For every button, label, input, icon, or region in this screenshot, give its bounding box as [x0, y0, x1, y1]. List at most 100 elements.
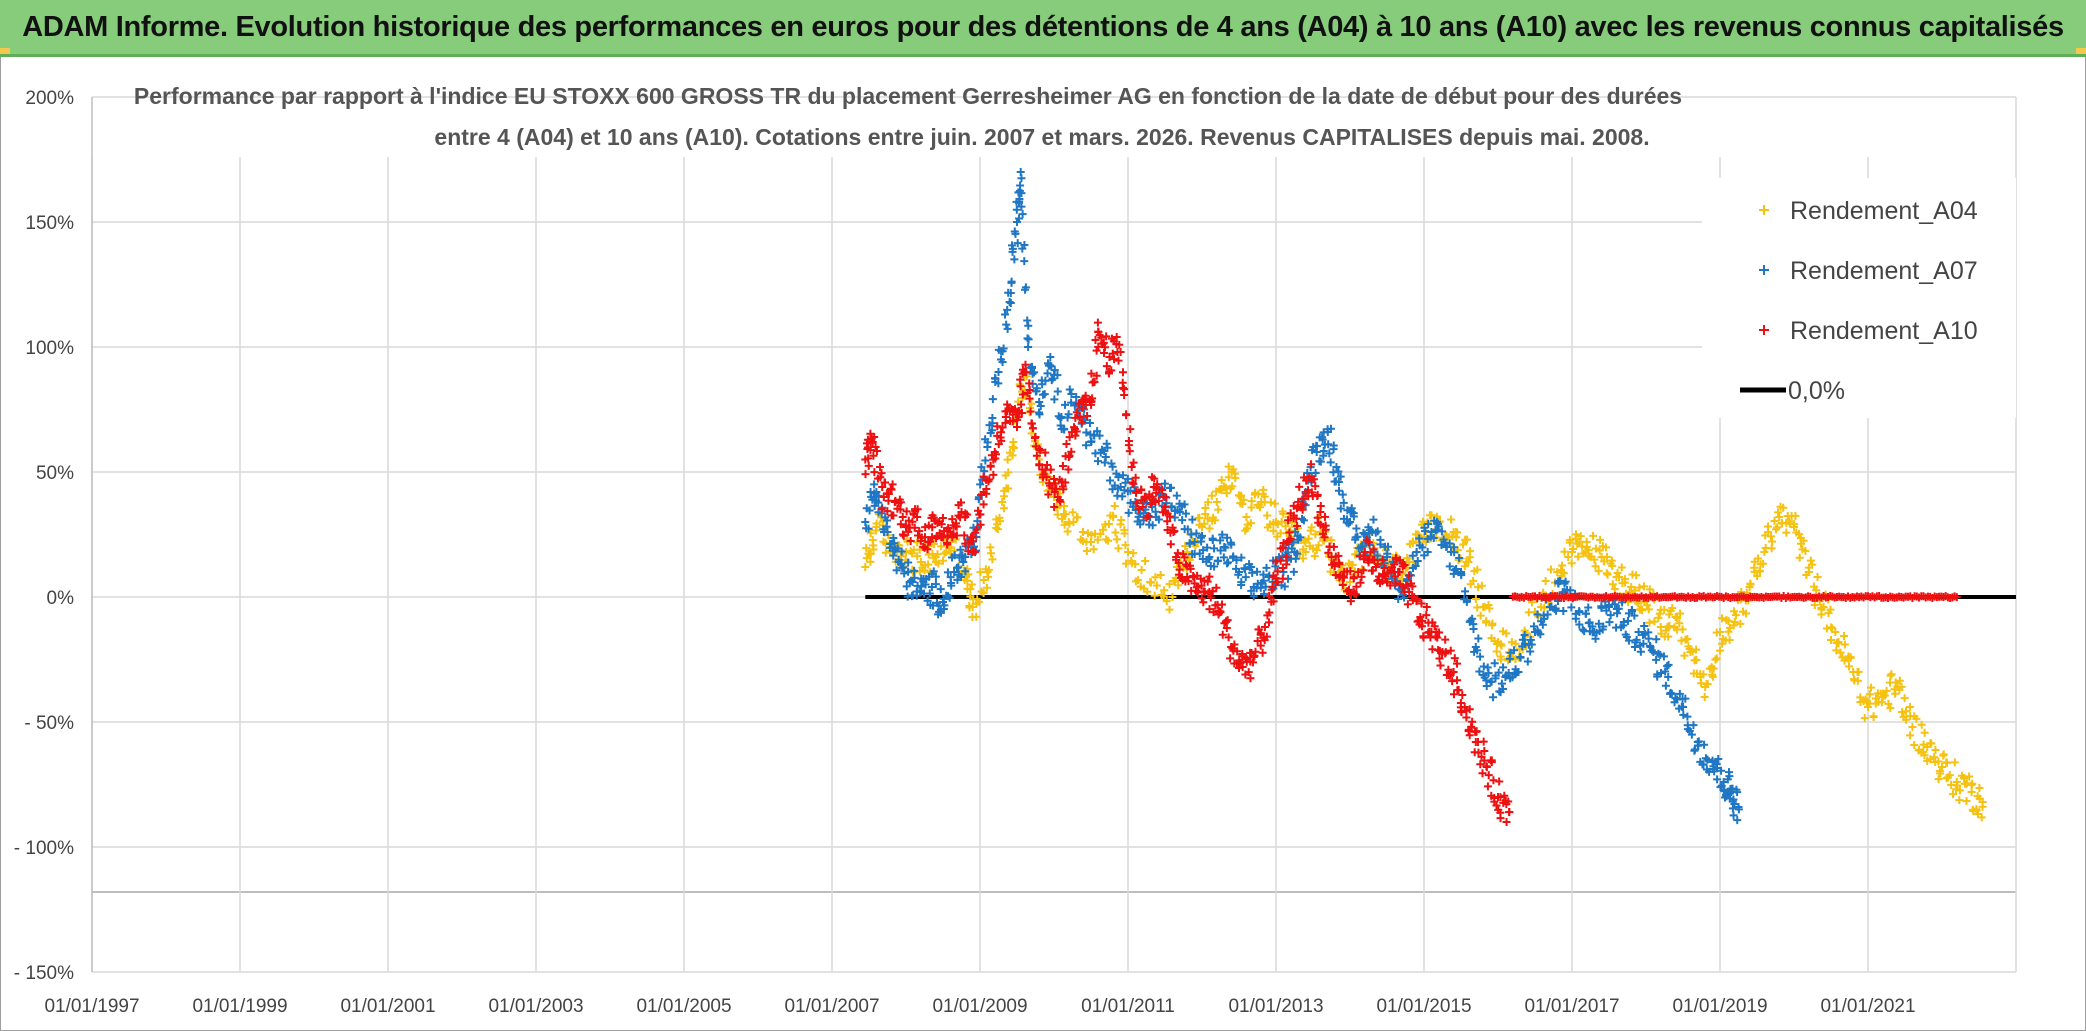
- point-a04: [1589, 531, 1598, 540]
- point-a10: [1454, 685, 1463, 694]
- point-a07: [1445, 539, 1454, 548]
- point-a04: [881, 548, 890, 557]
- point-a07: [1020, 257, 1029, 266]
- point-a04: [1114, 544, 1123, 553]
- point-a07: [988, 414, 997, 423]
- point-a10: [1416, 613, 1425, 621]
- point-a07: [1213, 557, 1222, 566]
- point-a07: [1072, 393, 1081, 401]
- point-a10: [1028, 424, 1037, 433]
- point-a10: [1062, 440, 1071, 449]
- point-a10: [1484, 771, 1493, 780]
- point-a07: [1324, 440, 1333, 449]
- point-a10: [1462, 713, 1471, 722]
- point-a10: [1320, 533, 1329, 542]
- point-a07: [1296, 533, 1305, 542]
- legend-label-zero: 0,0%: [1788, 377, 1845, 405]
- point-a04: [1644, 605, 1653, 614]
- point-a04: [937, 542, 946, 551]
- point-a10: [1250, 651, 1259, 660]
- point-a04: [1939, 750, 1948, 759]
- point-a07: [1630, 611, 1639, 620]
- point-a10: [1495, 777, 1504, 786]
- point-a04: [1484, 600, 1493, 609]
- point-a07: [1591, 634, 1600, 643]
- point-a10: [1364, 538, 1373, 547]
- point-a07: [1694, 737, 1703, 746]
- point-a10: [1349, 574, 1358, 583]
- point-a04: [1112, 535, 1121, 544]
- point-a10: [1122, 411, 1131, 420]
- point-a04: [1312, 546, 1321, 555]
- point-a07: [1043, 369, 1052, 378]
- point-a07: [889, 551, 898, 560]
- point-a07: [1344, 519, 1353, 528]
- point-a07: [1605, 603, 1613, 611]
- point-a10: [1487, 758, 1496, 767]
- point-a07: [1027, 363, 1036, 372]
- point-a04: [1237, 491, 1246, 500]
- point-a04: [1936, 769, 1945, 778]
- point-a04: [1673, 614, 1682, 623]
- point-a07: [1021, 283, 1030, 292]
- point-a07: [1017, 189, 1026, 198]
- point-a07: [1413, 557, 1422, 566]
- point-a10: [1269, 597, 1278, 606]
- point-a04: [1104, 536, 1113, 545]
- point-a04: [1699, 670, 1708, 679]
- point-a07: [1538, 620, 1547, 629]
- point-a04: [1952, 785, 1961, 794]
- point-a04: [1174, 581, 1183, 590]
- point-a10: [1313, 490, 1322, 499]
- x-tick-label: 01/01/1997: [44, 996, 139, 1017]
- point-a07: [1160, 479, 1169, 488]
- point-a07: [1010, 227, 1019, 236]
- point-a04: [1665, 621, 1674, 630]
- point-a10: [1435, 628, 1444, 637]
- point-a07: [1482, 681, 1491, 690]
- point-a10: [1354, 568, 1363, 577]
- point-a04: [1569, 544, 1578, 553]
- point-a04: [1906, 731, 1915, 740]
- point-a10: [1449, 668, 1458, 676]
- point-a10: [1468, 717, 1477, 726]
- point-a07: [902, 582, 911, 591]
- point-a07: [1024, 321, 1033, 330]
- point-a04: [1905, 702, 1914, 711]
- point-a04: [1975, 783, 1984, 792]
- point-a04: [1678, 625, 1687, 634]
- point-a07: [988, 426, 997, 435]
- point-a04: [1004, 484, 1013, 493]
- point-a04: [1195, 513, 1204, 522]
- legend-background: [1702, 178, 2016, 418]
- x-tick-label: 01/01/2013: [1228, 996, 1323, 1017]
- point-a04: [1558, 561, 1567, 570]
- point-a07: [1180, 500, 1189, 509]
- point-a04: [1093, 535, 1102, 544]
- point-a07: [1491, 674, 1500, 683]
- point-a04: [1791, 511, 1800, 520]
- point-a07: [1015, 194, 1024, 203]
- point-a07: [1148, 521, 1157, 530]
- point-a04: [1912, 714, 1921, 723]
- point-a10: [1458, 691, 1467, 700]
- point-a10: [998, 423, 1007, 432]
- point-a04: [1082, 547, 1091, 556]
- point-a10: [915, 527, 924, 536]
- point-a10: [1278, 543, 1287, 552]
- point-a07: [1241, 565, 1250, 574]
- point-a07: [1032, 387, 1041, 396]
- point-a04: [995, 513, 1004, 522]
- point-a07: [1003, 324, 1012, 333]
- point-a07: [1679, 710, 1688, 719]
- point-a07: [1235, 568, 1243, 576]
- point-a10: [1016, 382, 1025, 391]
- point-a04: [1228, 482, 1237, 491]
- point-a10: [1043, 461, 1052, 470]
- point-a07: [1497, 679, 1506, 688]
- point-a04: [1753, 572, 1762, 581]
- point-a10: [1146, 500, 1155, 509]
- point-a10: [971, 548, 980, 557]
- point-a04: [1476, 611, 1485, 620]
- point-a10: [993, 422, 1002, 431]
